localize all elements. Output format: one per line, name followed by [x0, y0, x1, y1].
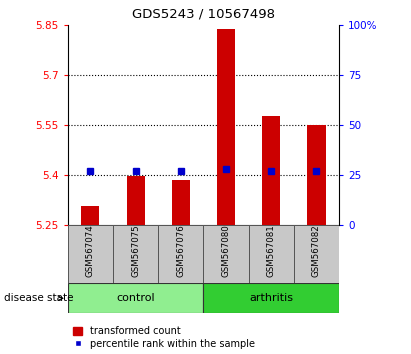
Title: GDS5243 / 10567498: GDS5243 / 10567498 — [132, 8, 275, 21]
Text: control: control — [116, 293, 155, 303]
Bar — [203, 283, 339, 313]
Bar — [68, 225, 113, 283]
Text: GSM567081: GSM567081 — [267, 225, 276, 278]
Bar — [307, 125, 326, 225]
Legend: transformed count, percentile rank within the sample: transformed count, percentile rank withi… — [73, 326, 255, 349]
Text: disease state: disease state — [4, 293, 74, 303]
Bar — [172, 180, 190, 225]
Bar — [294, 225, 339, 283]
Bar — [158, 225, 203, 283]
Bar — [113, 225, 158, 283]
Text: GSM567082: GSM567082 — [312, 225, 321, 278]
Text: GSM567076: GSM567076 — [176, 225, 185, 278]
Text: arthritis: arthritis — [249, 293, 293, 303]
Bar — [217, 29, 235, 225]
Bar — [68, 283, 203, 313]
Text: GSM567080: GSM567080 — [222, 225, 231, 278]
Text: GSM567075: GSM567075 — [131, 225, 140, 278]
Bar — [249, 225, 294, 283]
Bar — [203, 225, 249, 283]
Bar — [262, 116, 280, 225]
Bar — [127, 176, 145, 225]
Bar — [81, 206, 99, 225]
Text: GSM567074: GSM567074 — [86, 225, 95, 278]
